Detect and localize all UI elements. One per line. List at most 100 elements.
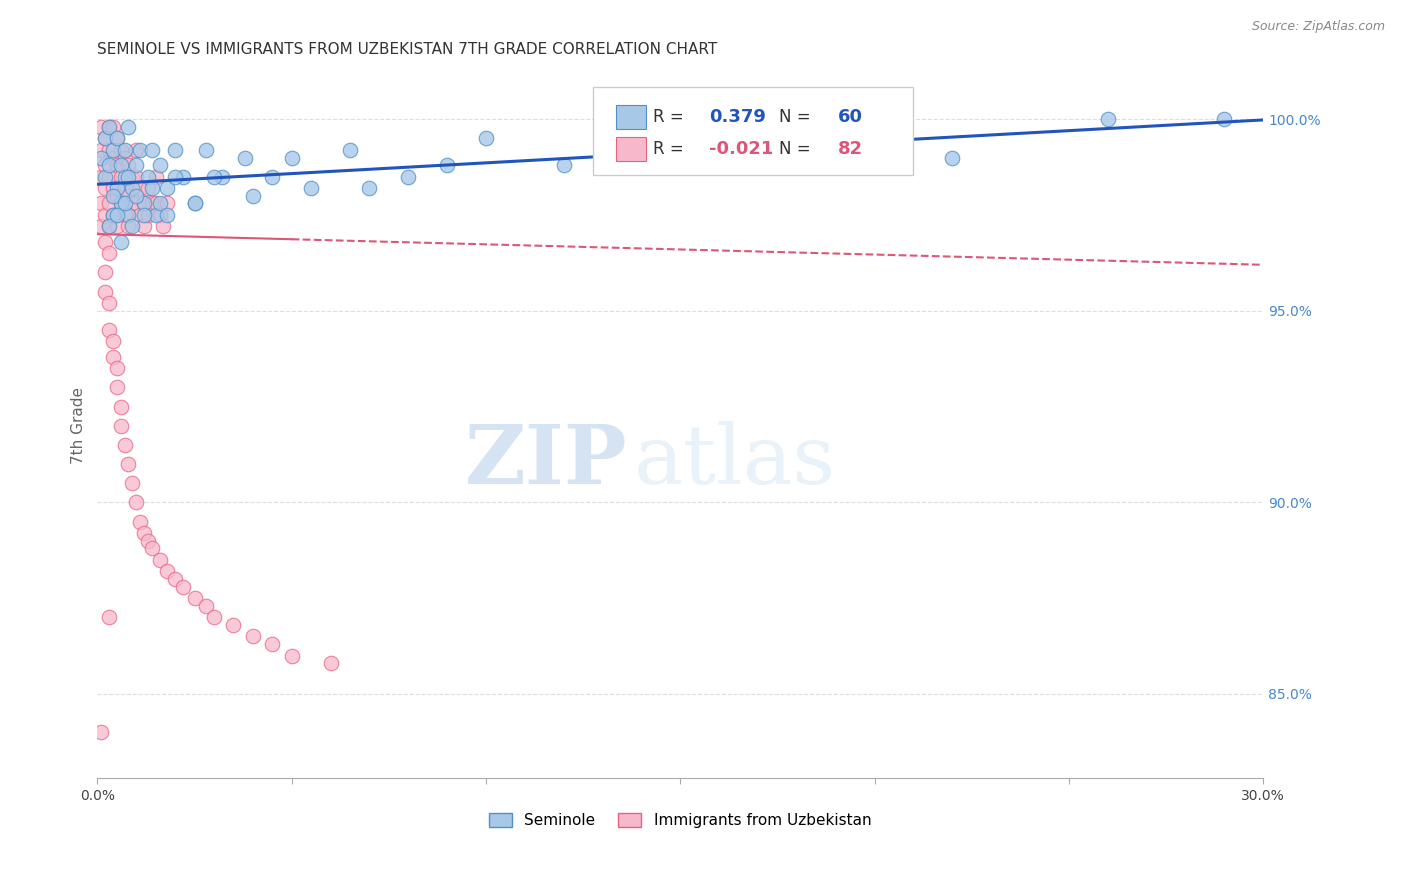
Point [339, 143, 361, 157]
Point [280, 648, 302, 663]
Point [475, 131, 498, 145]
Point [145, 196, 167, 211]
Point [105, 208, 128, 222]
Point [98, 219, 121, 234]
Point [105, 131, 128, 145]
Y-axis label: 7th Grade: 7th Grade [72, 387, 86, 464]
Point [101, 143, 124, 157]
Point [132, 196, 155, 211]
Point [90, 169, 112, 184]
Point [156, 196, 179, 211]
Text: N =: N = [779, 140, 817, 159]
Point [156, 564, 179, 578]
Point [94, 235, 117, 249]
FancyBboxPatch shape [593, 87, 914, 176]
Point [98, 246, 121, 260]
Point [183, 196, 205, 211]
Point [165, 169, 187, 184]
Point [94, 265, 117, 279]
Point [98, 296, 121, 310]
Point [121, 196, 143, 211]
Point [101, 208, 124, 222]
Point [90, 196, 112, 211]
Point [105, 181, 128, 195]
Point [110, 418, 132, 433]
Point [105, 158, 128, 172]
Point [105, 131, 128, 145]
Point [141, 143, 163, 157]
Text: SEMINOLE VS IMMIGRANTS FROM UZBEKISTAN 7TH GRADE CORRELATION CHART: SEMINOLE VS IMMIGRANTS FROM UZBEKISTAN 7… [97, 42, 717, 57]
Point [94, 131, 117, 145]
Text: Source: ZipAtlas.com: Source: ZipAtlas.com [1251, 20, 1385, 33]
Point [262, 637, 284, 651]
Text: N =: N = [779, 108, 817, 126]
Point [262, 169, 284, 184]
Point [319, 657, 342, 671]
Point [98, 120, 121, 134]
Point [152, 219, 174, 234]
Point [101, 208, 124, 222]
Point [183, 196, 205, 211]
Point [669, 143, 692, 157]
FancyBboxPatch shape [616, 105, 647, 129]
Point [211, 169, 233, 184]
Point [242, 189, 264, 203]
Point [105, 361, 128, 376]
Point [114, 181, 136, 195]
Point [129, 181, 152, 195]
Point [98, 158, 121, 172]
Point [110, 143, 132, 157]
Point [114, 169, 136, 184]
Point [114, 143, 136, 157]
Text: R =: R = [654, 140, 689, 159]
Point [114, 208, 136, 222]
Point [110, 235, 132, 249]
Point [94, 285, 117, 299]
Legend: Seminole, Immigrants from Uzbekistan: Seminole, Immigrants from Uzbekistan [484, 806, 877, 834]
Text: 60: 60 [838, 108, 863, 126]
Point [165, 572, 187, 586]
Point [148, 208, 170, 222]
Point [94, 158, 117, 172]
Point [132, 196, 155, 211]
Point [101, 334, 124, 349]
Point [117, 457, 139, 471]
Point [183, 591, 205, 606]
Point [125, 189, 148, 203]
Point [233, 151, 256, 165]
Point [117, 208, 139, 222]
Point [90, 143, 112, 157]
Point [101, 120, 124, 134]
Point [110, 169, 132, 184]
Point [98, 143, 121, 157]
Point [172, 169, 194, 184]
Point [132, 208, 155, 222]
Text: R =: R = [654, 108, 689, 126]
Point [114, 438, 136, 452]
Point [117, 158, 139, 172]
Point [141, 181, 163, 195]
Point [172, 580, 194, 594]
Point [1097, 112, 1119, 127]
Point [98, 323, 121, 337]
Point [98, 219, 121, 234]
Point [98, 196, 121, 211]
Point [145, 169, 167, 184]
Point [101, 350, 124, 364]
Point [114, 151, 136, 165]
Point [125, 143, 148, 157]
Point [132, 219, 155, 234]
Point [359, 181, 381, 195]
Point [195, 599, 218, 613]
Point [1213, 112, 1236, 127]
FancyBboxPatch shape [616, 137, 647, 161]
Text: 0.379: 0.379 [710, 108, 766, 126]
Text: -0.021: -0.021 [710, 140, 773, 159]
Point [136, 208, 159, 222]
Point [90, 219, 112, 234]
Point [117, 169, 139, 184]
Point [121, 181, 143, 195]
Point [280, 151, 302, 165]
Point [129, 143, 152, 157]
Text: 82: 82 [838, 140, 863, 159]
